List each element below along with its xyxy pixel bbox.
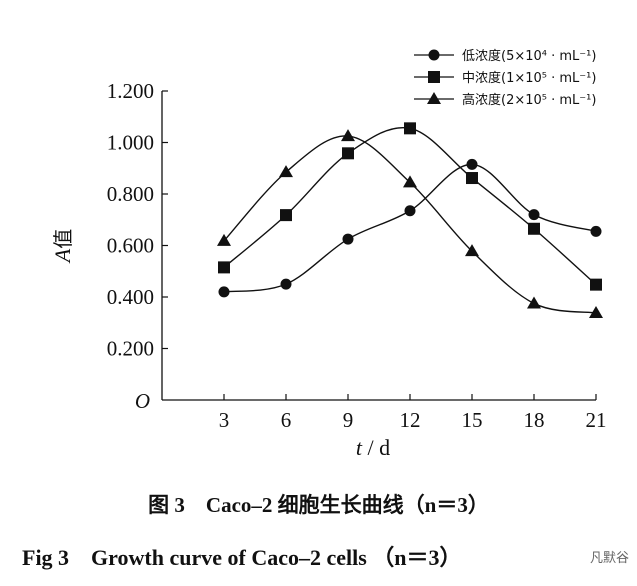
data-point [218,261,230,274]
figure-caption-english: Fig 3 Growth curve of Caco‒2 cells （n＝3） [22,545,462,570]
legend-marker [427,92,441,104]
x-tick-label: 6 [281,408,292,432]
legend-label: 高浓度(2×10⁵ · mL⁻¹) [462,92,596,108]
axes: 1.200 1.000 0.800 0.600 0.400 0.200 O 3 6 9 12 15 18… [50,79,607,460]
legend-item: 高浓度(2×10⁵ · mL⁻¹) [414,92,596,108]
x-tick-label: 15 [462,408,483,432]
data-point [280,209,292,222]
y-tick-label: 1.200 [107,79,154,103]
y-tick-label: 0.800 [107,182,154,206]
legend-label: 中浓度(1×10⁵ · mL⁻¹) [462,70,596,86]
watermark-text: 凡默谷 [589,551,629,566]
x-tick-label: 3 [219,408,230,432]
x-tick-label: 12 [400,408,421,432]
legend-item: 中浓度(1×10⁵ · mL⁻¹) [414,70,596,86]
data-point [404,122,416,135]
data-point [465,244,479,257]
legend-item: 低浓度(5×10⁴ · mL⁻¹) [414,48,596,64]
y-tick-label: 0.600 [107,234,154,258]
series-layer [217,122,603,318]
series-triangle [217,129,603,318]
y-tick-label: 0.400 [107,285,154,309]
data-point [218,286,230,298]
figure-caption-chinese: 图 3 Caco‒2 细胞生长曲线（n＝3） [148,493,489,517]
data-point [217,233,231,246]
y-tick-label: 1.000 [107,131,154,155]
x-tick-label: 21 [586,408,607,432]
legend-label: 低浓度(5×10⁴ · mL⁻¹) [462,48,596,64]
data-point [342,233,354,245]
data-point [404,205,416,217]
data-point [403,175,417,188]
series-square [218,122,602,291]
data-point [342,147,354,160]
series-circle [218,158,602,298]
legend: 低浓度(5×10⁴ · mL⁻¹) 中浓度(1×10⁵ · mL⁻¹) 高浓度(2×… [414,48,596,108]
data-point [527,296,541,309]
data-point [466,158,478,170]
data-point [528,222,540,235]
data-point [466,172,478,185]
data-point [590,278,602,291]
data-point [341,129,355,142]
y-tick-label: 0.200 [107,337,154,361]
legend-marker [428,71,440,83]
x-axis-title: t / d [356,435,390,460]
origin-label: O [135,389,150,413]
growth-curve-chart: 1.200 1.000 0.800 0.600 0.400 0.200 O 3 6 9 12 15 18… [50,48,607,460]
y-axis-title: A值 [50,229,75,264]
data-point [528,209,540,221]
x-tick-label: 18 [524,408,545,432]
x-tick-label: 9 [343,408,354,432]
data-point [280,278,292,290]
data-point [590,225,602,237]
data-point [279,165,293,178]
data-point [589,305,603,318]
legend-marker [428,49,440,61]
